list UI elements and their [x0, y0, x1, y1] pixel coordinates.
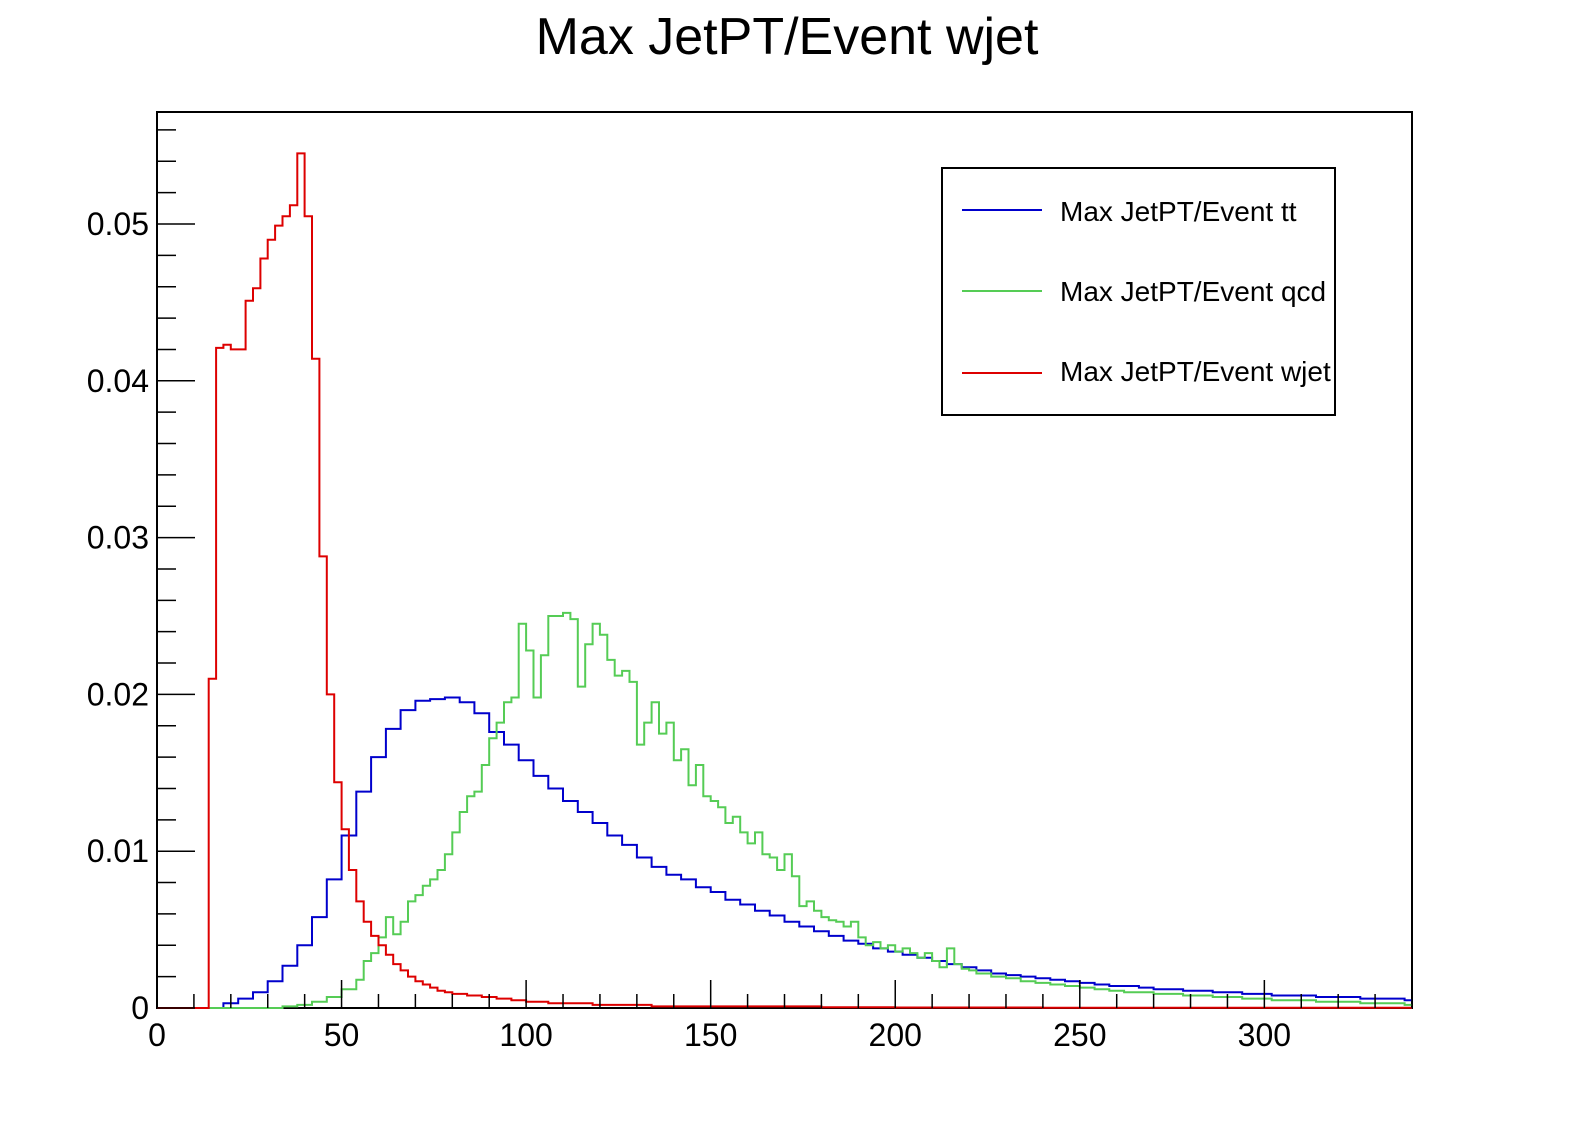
- x-tick-label: 200: [869, 1017, 922, 1053]
- x-tick-label: 300: [1238, 1017, 1291, 1053]
- y-tick-label: 0.05: [87, 206, 149, 242]
- x-tick-label: 150: [684, 1017, 737, 1053]
- x-tick-label: 250: [1053, 1017, 1106, 1053]
- x-tick-label: 100: [499, 1017, 552, 1053]
- series-line-wjet: [157, 152, 1412, 1009]
- legend: Max JetPT/Event tt Max JetPT/Event qcd M…: [941, 167, 1336, 416]
- x-axis: 0 50 100 150 200 250 300: [148, 980, 1413, 1053]
- legend-label-wjet: Max JetPT/Event wjet: [1060, 356, 1331, 387]
- y-tick-label: 0.03: [87, 520, 149, 556]
- legend-label-tt: Max JetPT/Event tt: [1060, 196, 1297, 227]
- y-axis: 0 0.01 0.02 0.03 0.04 0.05: [87, 129, 195, 1026]
- y-tick-label: 0.01: [87, 833, 149, 869]
- series-line-qcd: [157, 611, 1412, 1009]
- legend-label-qcd: Max JetPT/Event qcd: [1060, 276, 1326, 307]
- series-line-tt: [157, 696, 1412, 1009]
- y-tick-label: 0: [131, 990, 149, 1026]
- y-tick-label: 0.02: [87, 676, 149, 712]
- chart-title: Max JetPT/Event wjet: [536, 8, 1039, 66]
- x-tick-label: 0: [148, 1017, 166, 1053]
- y-tick-label: 0.04: [87, 363, 149, 399]
- x-tick-label: 50: [324, 1017, 360, 1053]
- series-layer: [157, 152, 1412, 1009]
